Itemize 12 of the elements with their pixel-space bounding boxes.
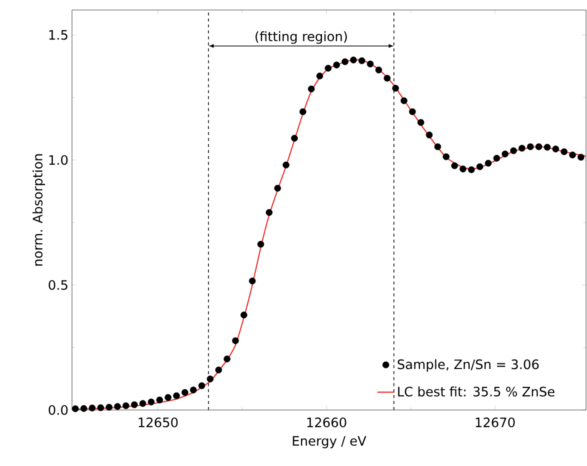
x-tick-label: 12670: [476, 418, 515, 428]
x-axis-title: Energy / eV: [292, 436, 366, 448]
x-tick-label: 12660: [307, 418, 346, 428]
x-tick-label: 12650: [138, 418, 178, 428]
legend-label: Sample, Zn/Sn = 3.06: [398, 359, 539, 372]
annotation: (fitting region): [256, 31, 347, 44]
y-tick-label: 1.0: [49, 155, 68, 165]
y-tick-label: 1.5: [49, 30, 68, 40]
y-tick-label: 0.5: [48, 280, 68, 290]
legend-label: LC best fit: 35.5 % ZnSe: [398, 386, 554, 397]
y-axis-title: norm. Absorption: [32, 154, 46, 266]
y-tick-label: 0.0: [48, 405, 68, 415]
